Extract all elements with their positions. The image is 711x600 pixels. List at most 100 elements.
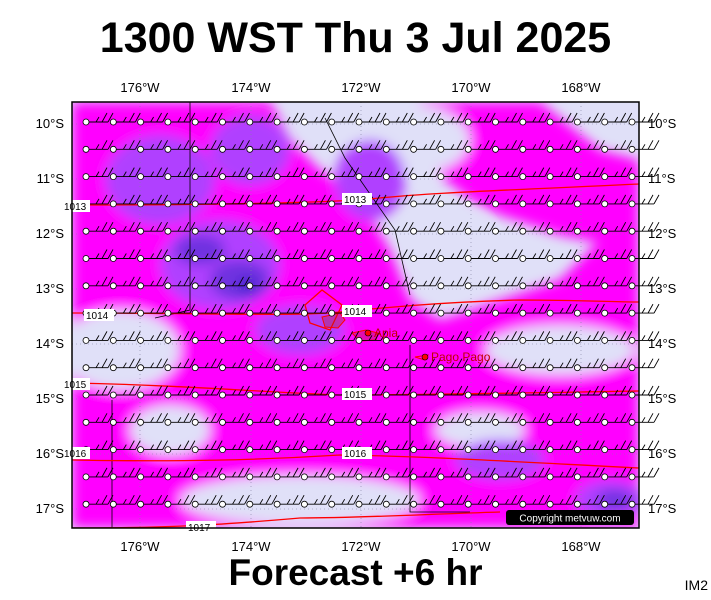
wind-barb xyxy=(355,494,387,508)
wind-barb xyxy=(519,303,551,317)
wind-barb xyxy=(546,221,578,235)
wind-barb xyxy=(191,440,223,454)
lat-label-right: 16°S xyxy=(648,446,677,461)
wind-barb xyxy=(382,140,414,153)
wind-barb xyxy=(546,112,578,126)
lon-label-top: 168°W xyxy=(561,80,601,95)
wind-barb xyxy=(246,494,278,508)
lat-label-left: 10°S xyxy=(36,116,65,131)
wind-barb xyxy=(191,467,223,481)
wind-barb xyxy=(219,194,250,208)
lon-label-top: 174°W xyxy=(231,80,271,95)
wind-barb xyxy=(492,467,523,481)
wind-barb xyxy=(355,276,387,290)
wind-barb xyxy=(355,331,387,344)
wind-barb xyxy=(492,194,523,208)
wind-barb xyxy=(519,467,551,481)
wind-barb xyxy=(191,494,223,508)
wind-barb xyxy=(164,167,196,181)
wind-barb xyxy=(546,276,578,290)
map-title: 1300 WST Thu 3 Jul 2025 xyxy=(99,14,612,62)
isobar-label: 1014 xyxy=(86,311,109,322)
lat-label-left: 11°S xyxy=(37,171,65,186)
wind-barb xyxy=(82,413,114,426)
wind-barb xyxy=(546,440,578,454)
isobar-label: 1013 xyxy=(64,202,87,213)
wind-barb xyxy=(164,331,196,344)
wind-barb xyxy=(574,167,605,181)
wind-barb xyxy=(355,467,387,481)
wind-barb xyxy=(246,467,278,481)
wind-barb xyxy=(109,467,141,481)
wind-barb xyxy=(437,303,469,317)
wind-barb xyxy=(628,385,660,399)
lon-label-top: 176°W xyxy=(120,80,160,95)
wind-barb xyxy=(464,249,496,262)
wind-barb xyxy=(109,276,141,290)
wind-barb xyxy=(82,331,114,344)
wind-barb xyxy=(492,494,523,508)
wind-barb xyxy=(410,167,441,181)
wind-barb xyxy=(546,303,578,317)
lat-label-left: 12°S xyxy=(36,226,65,241)
isobar-label: 1016 xyxy=(64,449,87,460)
wind-barb xyxy=(273,494,305,508)
wind-barb xyxy=(137,440,168,454)
wind-barb xyxy=(246,358,278,372)
wind-barb xyxy=(601,112,633,126)
wind-barb xyxy=(164,303,196,317)
wind-barb xyxy=(300,249,332,262)
lon-label-bottom: 174°W xyxy=(231,539,271,554)
wind-barb xyxy=(410,413,441,426)
wind-barb xyxy=(492,385,523,399)
wind-barb xyxy=(355,358,387,372)
wind-barb xyxy=(601,167,633,181)
wind-barb xyxy=(219,467,250,481)
wind-barb xyxy=(328,358,360,372)
wind-barb xyxy=(137,467,168,481)
wind-barb xyxy=(382,112,414,126)
wind-barb xyxy=(601,303,633,317)
lon-label-top: 172°W xyxy=(341,80,381,95)
wind-barb xyxy=(355,221,387,235)
wind-barb xyxy=(219,494,250,508)
wind-barb xyxy=(246,140,278,153)
lat-label-left: 17°S xyxy=(36,501,65,516)
wind-barb xyxy=(328,112,360,126)
lat-label-left: 16°S xyxy=(36,446,65,461)
wind-barb xyxy=(355,167,387,181)
wind-barb xyxy=(574,194,605,208)
wind-barb xyxy=(109,249,141,262)
isobar-label: 1015 xyxy=(344,390,367,401)
wind-barb xyxy=(464,467,496,481)
wind-barb xyxy=(273,276,305,290)
wind-barb xyxy=(137,303,168,317)
wind-barb xyxy=(273,194,305,208)
wind-barb xyxy=(546,358,578,372)
wind-barb xyxy=(191,413,223,426)
wind-barb xyxy=(601,385,633,399)
wind-barb xyxy=(300,303,332,317)
wind-barb xyxy=(601,440,633,454)
wind-barb xyxy=(219,303,250,317)
wind-barb xyxy=(328,494,360,508)
wind-barb xyxy=(382,331,414,344)
wind-barb xyxy=(574,358,605,372)
wind-barb xyxy=(492,358,523,372)
lat-label-right: 17°S xyxy=(648,501,677,516)
wind-barb xyxy=(410,494,441,508)
wind-barb xyxy=(328,276,360,290)
wind-barb xyxy=(300,440,332,454)
wind-barb xyxy=(300,140,332,153)
wind-barb xyxy=(546,385,578,399)
map-frame xyxy=(71,101,640,529)
apia-marker xyxy=(364,329,372,337)
wind-barb xyxy=(410,221,441,235)
wind-barb xyxy=(246,385,278,399)
wind-barb xyxy=(574,467,605,481)
place-markers: Apia Pago Pago xyxy=(364,326,491,364)
wind-barb xyxy=(137,385,168,399)
place-label-apia: Apia xyxy=(374,326,398,340)
axis-labels: 176°W 174°W 172°W 170°W 168°W 176°W 174°… xyxy=(36,80,677,554)
wind-barb xyxy=(137,167,168,181)
